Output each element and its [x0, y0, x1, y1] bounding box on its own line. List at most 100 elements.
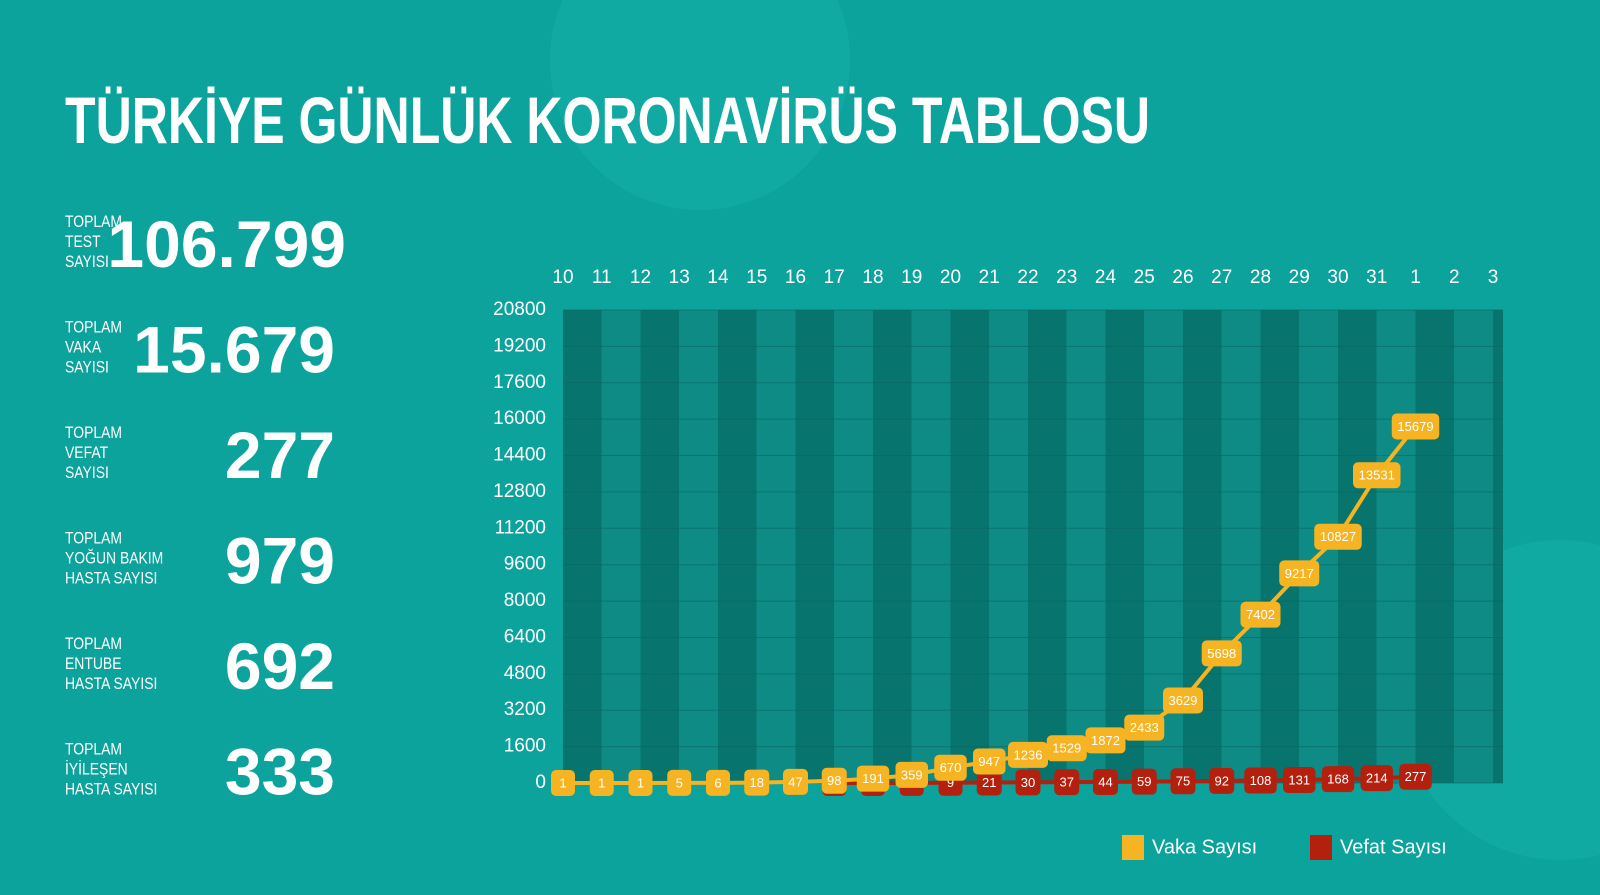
data-marker	[1131, 768, 1157, 795]
data-label: 21	[982, 775, 996, 790]
column-stripe	[1221, 310, 1261, 783]
column-stripe	[640, 310, 680, 783]
y-tick-label: 9600	[504, 554, 546, 575]
y-tick-label: 3200	[504, 699, 546, 720]
column-stripe	[1493, 310, 1503, 783]
data-marker	[934, 754, 967, 781]
data-label: 47	[788, 774, 802, 789]
x-tick-label: 1	[1410, 267, 1421, 288]
column-stripe	[1028, 310, 1067, 783]
stat-label: HASTA SAYISI	[65, 569, 157, 588]
data-marker	[1353, 462, 1401, 489]
legend-label: Vefat Sayısı	[1340, 836, 1447, 858]
data-label: 1872	[1091, 733, 1120, 748]
stat-value: 15.679	[133, 313, 335, 387]
data-marker	[1283, 767, 1316, 794]
chart: 10 11 12 13 14 15 16 17 18 19 20 21 22 23 24 25 26 27 28 29…	[493, 267, 1503, 860]
data-label: 59	[1137, 774, 1151, 789]
data-marker	[589, 769, 614, 796]
legend-swatch	[1122, 835, 1144, 860]
column-stripe	[950, 310, 990, 783]
stat-label: TOPLAM	[65, 213, 122, 232]
data-marker	[1008, 741, 1048, 768]
stat-label: ENTUBE	[65, 655, 121, 674]
x-tick-label: 26	[1172, 267, 1193, 288]
data-label: 1	[559, 775, 566, 790]
stat-label: SAYISI	[65, 253, 109, 272]
x-tick-label: 11	[592, 267, 612, 288]
stat-label: TOPLAM	[65, 318, 122, 337]
y-tick-label: 0	[535, 772, 546, 793]
data-label: 13531	[1359, 468, 1395, 483]
column-stripe	[795, 310, 835, 783]
data-label: 1	[598, 775, 605, 790]
data-marker	[1163, 687, 1203, 714]
data-marker	[1201, 640, 1242, 667]
x-tick-label: 14	[707, 267, 729, 288]
data-label: 131	[1288, 772, 1310, 787]
stat-value: 333	[225, 735, 335, 809]
data-label: 92	[1215, 773, 1229, 788]
data-marker	[1124, 714, 1165, 741]
data-marker	[1015, 769, 1041, 796]
column-stripe	[601, 310, 641, 783]
x-tick-label: 21	[979, 267, 1000, 288]
x-tick-label: 15	[746, 267, 767, 288]
x-tick-label: 13	[669, 267, 690, 288]
y-tick-label: 14400	[493, 445, 546, 466]
y-tick-label: 4800	[504, 663, 546, 684]
data-label: 5	[676, 775, 683, 790]
data-label: 75	[1176, 774, 1190, 789]
x-tick-label: 3	[1488, 267, 1499, 288]
y-tick-label: 1600	[504, 736, 546, 757]
data-label: 1	[637, 775, 644, 790]
data-label: 6	[714, 775, 721, 790]
stat-label: TOPLAM	[65, 740, 122, 759]
x-tick-label: 22	[1017, 267, 1038, 288]
data-marker	[1046, 735, 1087, 762]
stat-label: VEFAT	[65, 444, 109, 463]
column-stripe	[911, 310, 951, 783]
data-label: 108	[1250, 773, 1272, 788]
data-marker	[1391, 413, 1440, 440]
page-title: TÜRKİYE GÜNLÜK KORONAVİRÜS TABLOSU	[65, 83, 1150, 157]
x-tick-label: 27	[1211, 267, 1232, 288]
stat-value: 692	[225, 629, 335, 703]
x-tick-label: 17	[824, 267, 845, 288]
data-label: 18	[750, 775, 764, 790]
column-stripe	[1376, 310, 1416, 783]
data-label: 1236	[1014, 747, 1043, 762]
data-marker	[973, 748, 1006, 775]
data-marker	[1360, 765, 1393, 792]
data-marker	[1093, 768, 1118, 795]
stat-label: TEST	[65, 233, 101, 252]
data-label: 1529	[1052, 741, 1081, 756]
y-tick-label: 8000	[504, 590, 546, 611]
data-marker	[1244, 767, 1277, 794]
data-label: 2433	[1130, 720, 1159, 735]
x-tick-label: 29	[1289, 267, 1310, 288]
data-marker	[1279, 560, 1320, 587]
data-marker	[1240, 601, 1281, 628]
data-label: 37	[1060, 775, 1074, 790]
column-stripe	[756, 310, 796, 783]
x-tick-label: 20	[940, 267, 961, 288]
data-label: 3629	[1169, 693, 1198, 708]
legend-label: Vaka Sayısı	[1152, 836, 1257, 858]
data-label: 30	[1021, 775, 1035, 790]
data-label: 98	[827, 773, 841, 788]
data-label: 7402	[1246, 607, 1275, 622]
data-label: 9	[947, 775, 954, 790]
stat-label: TOPLAM	[65, 635, 122, 654]
data-label: 191	[862, 771, 884, 786]
data-label: 359	[901, 767, 923, 782]
data-marker	[1054, 769, 1080, 796]
data-label: 9217	[1285, 566, 1314, 581]
data-label: 15679	[1397, 419, 1433, 434]
x-tick-label: 10	[552, 267, 573, 288]
data-label: 214	[1366, 771, 1388, 786]
x-tick-label: 12	[630, 267, 651, 288]
data-label: 277	[1405, 769, 1427, 784]
